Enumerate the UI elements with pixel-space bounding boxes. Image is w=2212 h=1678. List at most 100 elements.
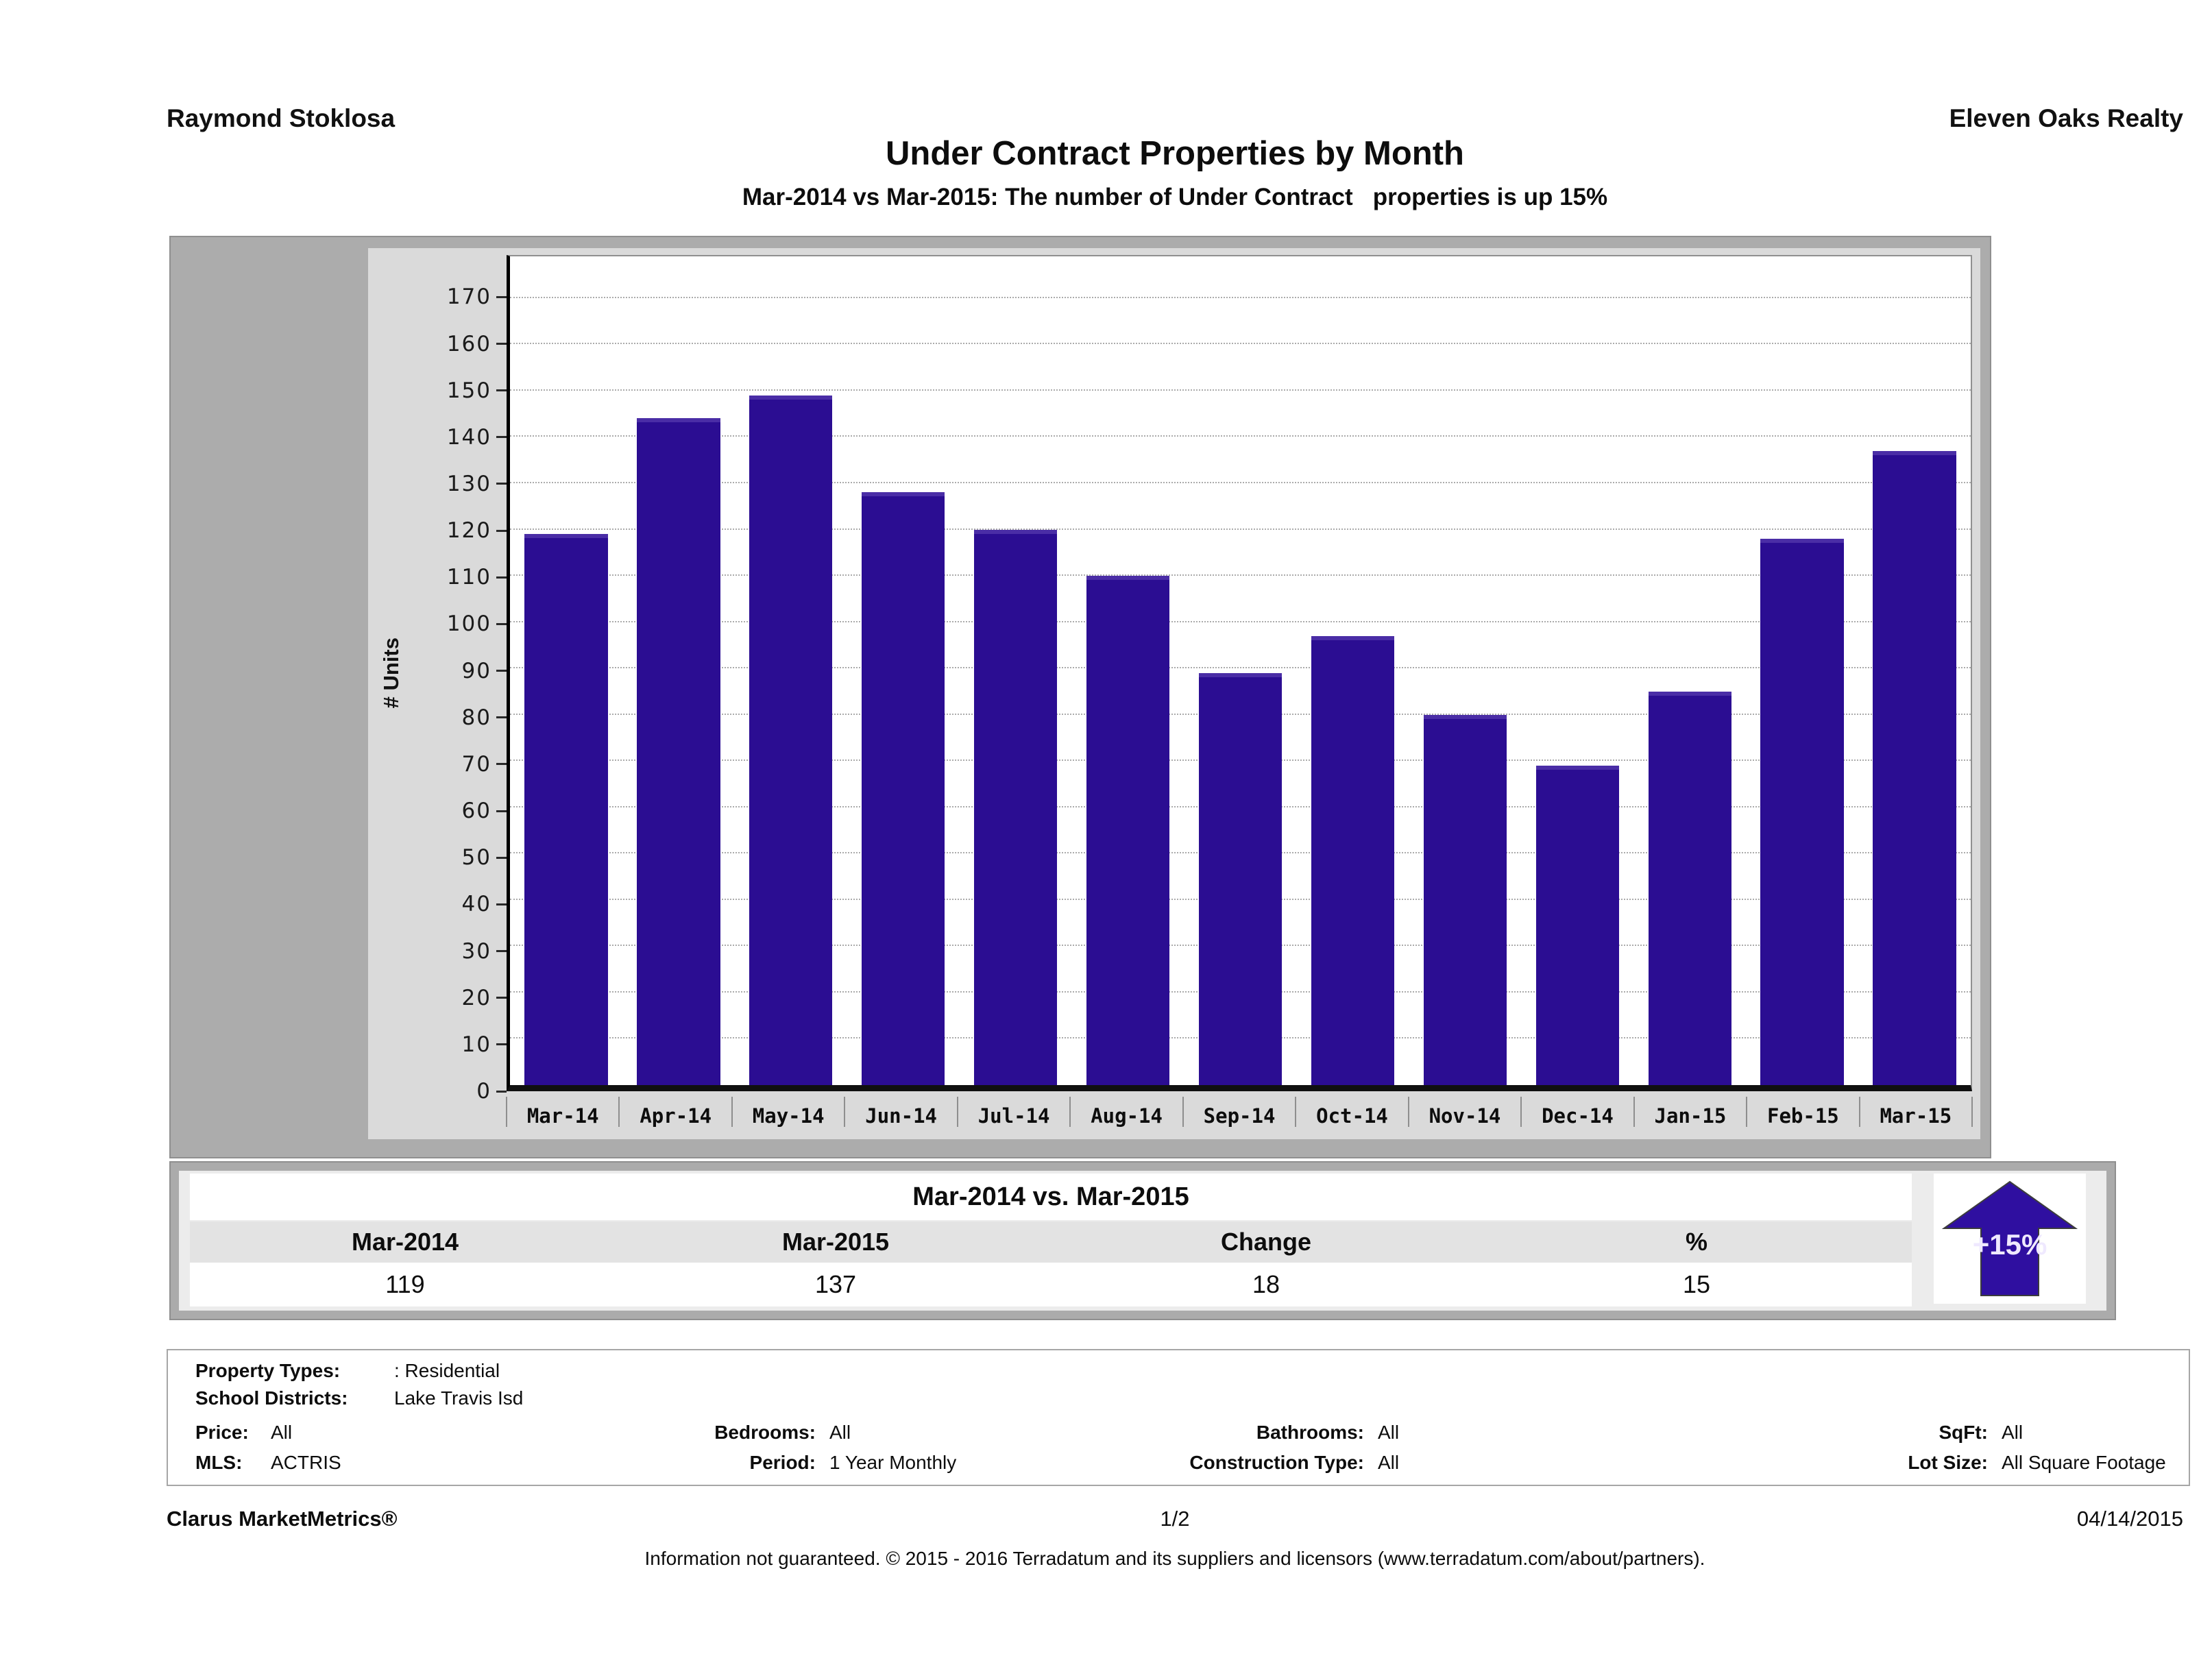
bar-slot-Nov-14 <box>1409 256 1521 1085</box>
bathrooms-value: All <box>1378 1422 1400 1443</box>
y-tick-mark <box>496 810 507 812</box>
plot-area <box>507 255 1972 1091</box>
summary-value-Change: 18 <box>1252 1270 1280 1298</box>
y-tick-mark <box>496 997 507 999</box>
bar-Jun-14 <box>862 492 945 1085</box>
brand-name: Clarus MarketMetrics® <box>167 1507 398 1531</box>
construction-type-value: All <box>1378 1452 1400 1473</box>
y-tick-label-120: 120 <box>446 518 491 544</box>
y-tick-label-90: 90 <box>461 658 491 683</box>
report-date: 04/14/2015 <box>2076 1507 2183 1531</box>
bar-Mar-15 <box>1873 450 1956 1085</box>
bar-Sep-14 <box>1198 672 1283 1085</box>
y-tick-90: 90 <box>462 659 507 683</box>
bar-Mar-14 <box>524 534 608 1085</box>
bedrooms-value: All <box>829 1422 851 1443</box>
x-label-Jan-15: Jan-15 <box>1634 1097 1748 1135</box>
filters-row-1: Property Types: : Residential <box>168 1360 2189 1385</box>
disclaimer-text: Information not guaranteed. © 2015 - 201… <box>644 1548 1705 1569</box>
footer: Clarus MarketMetrics® 1/2 04/14/2015 <box>167 1507 2183 1534</box>
sqft-label: SqFt: <box>1938 1422 1988 1443</box>
x-label-Jul-14: Jul-14 <box>958 1097 1071 1135</box>
y-tick-mark <box>496 1043 507 1046</box>
sqft-value: All <box>2002 1422 2023 1443</box>
y-tick-mark <box>496 295 507 298</box>
filters-panel: Property Types: : Residential School Dis… <box>167 1349 2190 1486</box>
change-badge: +15% <box>1934 1174 2086 1304</box>
up-arrow-shape <box>1941 1180 2078 1296</box>
bar-slot-Dec-14 <box>1521 256 1633 1085</box>
bar-slot-Jan-15 <box>1633 256 1746 1085</box>
bar-slot-Jun-14 <box>847 256 960 1085</box>
bar-Nov-14 <box>1423 714 1507 1085</box>
y-tick-label-40: 40 <box>461 892 491 917</box>
page-indicator: 1/2 <box>1160 1507 1190 1531</box>
chart-panel: # Units 0 10 20 30 40 50 60 70 80 90 100 110 120 130 1… <box>169 236 1991 1158</box>
y-tick-120: 120 <box>447 518 507 543</box>
mls-value: ACTRIS <box>271 1452 341 1473</box>
y-tick-mark <box>496 903 507 905</box>
summary-inset: Mar-2014 vs. Mar-2015 Mar-2014 Mar-2015 Ch… <box>179 1171 2106 1311</box>
y-tick-label-50: 50 <box>461 845 491 871</box>
lot-size-value: All Square Footage <box>2002 1452 2166 1473</box>
summary-table: Mar-2014 vs. Mar-2015 Mar-2014 Mar-2015 Ch… <box>190 1174 1912 1306</box>
bar-Jan-15 <box>1648 691 1731 1085</box>
gridline-120 <box>510 528 1971 530</box>
agent-name: Raymond Stoklosa <box>167 104 396 132</box>
bars-container <box>510 256 1971 1085</box>
page-title: Under Contract Properties by Month <box>886 135 1464 172</box>
company-name: Eleven Oaks Realty <box>1949 104 2183 132</box>
y-tick-40: 40 <box>462 892 507 916</box>
y-tick-160: 160 <box>447 332 507 356</box>
period-label: Period: <box>749 1452 816 1473</box>
property-types-label: Property Types: <box>195 1360 341 1381</box>
y-tick-50: 50 <box>462 845 507 870</box>
bar-slot-Mar-14 <box>510 256 622 1085</box>
x-label-May-14: May-14 <box>732 1097 846 1135</box>
y-tick-label-70: 70 <box>461 751 491 777</box>
y-tick-10: 10 <box>462 1032 507 1057</box>
y-tick-label-80: 80 <box>461 705 491 730</box>
bar-chart: # Units 0 10 20 30 40 50 60 70 80 90 100 110 120 130 1… <box>368 248 1980 1139</box>
x-label-Apr-14: Apr-14 <box>619 1097 733 1135</box>
gridline-100 <box>510 620 1971 622</box>
y-axis-ticks: 0 10 20 30 40 50 60 70 80 90 100 110 120 130 140 150 160… <box>368 255 507 1104</box>
y-tick-label-110: 110 <box>446 565 491 590</box>
y-tick-label-60: 60 <box>461 799 491 824</box>
x-label-Aug-14: Aug-14 <box>1070 1097 1184 1135</box>
bar-Feb-15 <box>1760 539 1844 1085</box>
y-tick-mark <box>496 576 507 579</box>
y-tick-mark <box>496 1090 507 1093</box>
summary-value-%: 15 <box>1682 1270 1711 1298</box>
bar-May-14 <box>749 395 833 1085</box>
x-label-Dec-14: Dec-14 <box>1521 1097 1636 1135</box>
y-tick-mark <box>496 483 507 485</box>
y-tick-mark <box>496 763 507 766</box>
bar-slot-Aug-14 <box>1072 256 1184 1085</box>
summary-value-Mar-2014: 119 <box>385 1270 425 1298</box>
y-tick-30: 30 <box>462 939 507 964</box>
x-label-Jun-14: Jun-14 <box>844 1097 959 1135</box>
mls-label: MLS: <box>195 1452 243 1473</box>
x-axis-labels: Mar-14 Apr-14 May-14 Jun-14 Jul-14 Aug-14 Sep-… <box>505 1097 1973 1135</box>
y-tick-label-20: 20 <box>461 985 491 1010</box>
y-tick-mark <box>496 343 507 345</box>
y-tick-mark <box>496 716 507 719</box>
x-label-Sep-14: Sep-14 <box>1183 1097 1297 1135</box>
y-tick-70: 70 <box>462 752 507 777</box>
y-tick-20: 20 <box>462 986 507 1010</box>
y-tick-mark <box>496 389 507 392</box>
bar-slot-Jul-14 <box>960 256 1072 1085</box>
bar-slot-Mar-15 <box>1858 256 1971 1085</box>
y-tick-label-0: 0 <box>476 1079 491 1104</box>
x-label-Nov-14: Nov-14 <box>1409 1097 1522 1135</box>
y-tick-140: 140 <box>447 425 507 450</box>
bar-Jul-14 <box>974 529 1058 1085</box>
x-label-Mar-14: Mar-14 <box>505 1097 620 1135</box>
page-subtitle: Mar-2014 vs Mar-2015: The number of Unde… <box>742 184 1608 210</box>
y-tick-130: 130 <box>447 472 507 496</box>
gridline-150 <box>510 389 1971 391</box>
x-label-Oct-14: Oct-14 <box>1296 1097 1410 1135</box>
badge-text: +15% <box>1973 1228 2047 1261</box>
